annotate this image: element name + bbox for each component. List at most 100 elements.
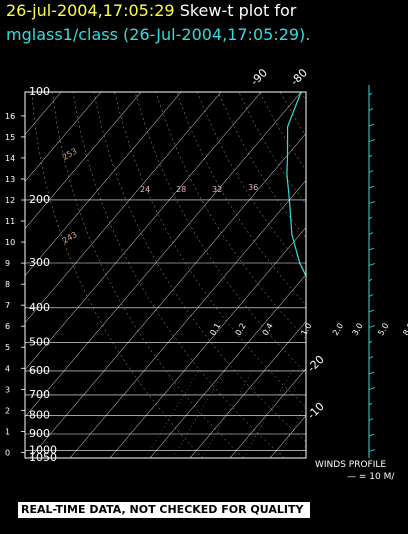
mixing-ratio-label: 0.1 bbox=[208, 322, 222, 338]
isotherm-label-top: -90 bbox=[248, 66, 270, 88]
wind-barb bbox=[368, 371, 375, 375]
isotherm-line bbox=[390, 92, 408, 458]
dry-adiabat bbox=[363, 92, 408, 458]
wind-barb bbox=[368, 294, 374, 297]
height-label: 5 bbox=[5, 343, 10, 352]
height-label: 13 bbox=[5, 175, 15, 184]
plot-area bbox=[25, 92, 408, 458]
dry-adiabat-label: 253 bbox=[61, 147, 79, 162]
height-label: 6 bbox=[5, 322, 10, 331]
dry-adiabat bbox=[217, 92, 306, 239]
mixing-ratio-label: 2.0 bbox=[331, 322, 345, 338]
wind-barb bbox=[368, 139, 376, 142]
height-label: 1 bbox=[5, 427, 10, 436]
mixing-ratio-line bbox=[145, 370, 200, 458]
dry-adiabat bbox=[196, 92, 306, 272]
dry-adiabat bbox=[259, 92, 306, 171]
pressure-label: 600 bbox=[29, 364, 50, 377]
dry-adiabat bbox=[72, 92, 285, 458]
wind-barb bbox=[368, 201, 376, 204]
dry-adiabat bbox=[52, 92, 244, 458]
moist-adiabat-label: 36 bbox=[248, 183, 258, 192]
height-label: 15 bbox=[5, 133, 15, 142]
isotherm-line bbox=[269, 415, 306, 458]
pressure-label: 400 bbox=[29, 301, 50, 314]
isotherm-line bbox=[25, 92, 262, 371]
plot-title-line1: 26-jul-2004,17:05:29 Skew-t plot for bbox=[6, 1, 296, 21]
mixing-ratio-line bbox=[243, 370, 293, 458]
dry-adiabat bbox=[322, 92, 408, 458]
dry-adiabat bbox=[404, 92, 408, 458]
wind-barb bbox=[368, 123, 375, 127]
height-label: 3 bbox=[5, 385, 10, 394]
wind-barb bbox=[368, 309, 375, 313]
pressure-label: 700 bbox=[29, 388, 50, 401]
isotherm-line bbox=[189, 321, 306, 458]
isotherm-line bbox=[25, 92, 62, 135]
quality-note: REAL-TIME DATA, NOT CHECKED FOR QUALITY bbox=[18, 502, 310, 518]
wind-barb bbox=[368, 154, 373, 158]
height-label: 14 bbox=[5, 154, 15, 163]
plot-title-line2: mglass1/class (26-Jul-2004,17:05:29). bbox=[6, 25, 311, 44]
wind-barb bbox=[368, 232, 374, 235]
dry-adiabat bbox=[238, 92, 306, 205]
isotherm-label-top: -80 bbox=[288, 66, 310, 88]
dry-adiabat bbox=[279, 92, 306, 137]
wind-barb bbox=[368, 325, 376, 328]
isotherm-line bbox=[229, 368, 306, 458]
pressure-label: 800 bbox=[29, 409, 50, 422]
dry-adiabat bbox=[114, 92, 306, 408]
dry-adiabat-label: 243 bbox=[61, 230, 79, 245]
mixing-ratio-label: 5.0 bbox=[376, 322, 390, 338]
wind-barb bbox=[368, 263, 376, 266]
isotherm-line bbox=[25, 92, 142, 229]
dry-adiabat bbox=[31, 92, 204, 458]
pressure-label: 200 bbox=[29, 193, 50, 206]
wind-barb bbox=[368, 340, 373, 344]
pressure-label: 300 bbox=[29, 256, 50, 269]
mixing-ratio-label: 0.4 bbox=[261, 322, 275, 338]
wind-barb bbox=[368, 108, 374, 111]
dry-adiabat bbox=[155, 92, 306, 340]
height-label: 0 bbox=[5, 448, 10, 457]
winds-scale-label: — = 10 M/ bbox=[347, 472, 395, 482]
wind-barb bbox=[368, 216, 373, 220]
mixing-ratio-label: 3.0 bbox=[351, 322, 365, 338]
height-label: 2 bbox=[5, 406, 10, 415]
plot-frame bbox=[24, 91, 307, 459]
wind-barb bbox=[368, 387, 376, 390]
wind-barb bbox=[368, 449, 376, 452]
mixing-ratio-line bbox=[328, 371, 371, 458]
mixing-ratio-line bbox=[380, 371, 408, 458]
height-label: 10 bbox=[5, 238, 15, 247]
isotherm-line bbox=[25, 92, 222, 324]
moist-adiabat-label: 24 bbox=[140, 185, 150, 194]
isotherm-label-right: -10 bbox=[305, 400, 327, 422]
wind-barb bbox=[368, 185, 375, 189]
isotherm-line bbox=[25, 92, 182, 277]
plot-label: Skew-t plot for bbox=[179, 1, 297, 20]
wind-barb bbox=[368, 247, 375, 251]
sounding-datetime: 26-jul-2004,17:05:29 bbox=[6, 1, 175, 20]
wind-barb bbox=[368, 433, 375, 437]
isotherm-line bbox=[25, 92, 302, 418]
moist-adiabat-label: 28 bbox=[176, 185, 186, 194]
height-label: 8 bbox=[5, 280, 10, 289]
pressure-label: 500 bbox=[29, 336, 50, 349]
height-label: 16 bbox=[5, 112, 15, 121]
isotherm-line bbox=[350, 92, 408, 458]
height-label: 7 bbox=[5, 301, 10, 310]
pressure-label: 900 bbox=[29, 427, 50, 440]
wind-barb bbox=[368, 278, 373, 282]
wind-barb bbox=[368, 356, 374, 359]
dry-adiabat bbox=[134, 92, 306, 374]
mixing-ratio-line bbox=[355, 371, 396, 458]
isotherm-line bbox=[25, 92, 102, 182]
mixing-ratio-line bbox=[277, 404, 306, 458]
dry-adiabat bbox=[342, 92, 408, 458]
winds-profile-label: WINDS PROFILE bbox=[315, 460, 387, 470]
isotherm-line bbox=[310, 92, 408, 458]
height-label: 4 bbox=[5, 364, 10, 373]
wind-barb bbox=[368, 418, 374, 421]
height-label: 12 bbox=[5, 196, 15, 205]
